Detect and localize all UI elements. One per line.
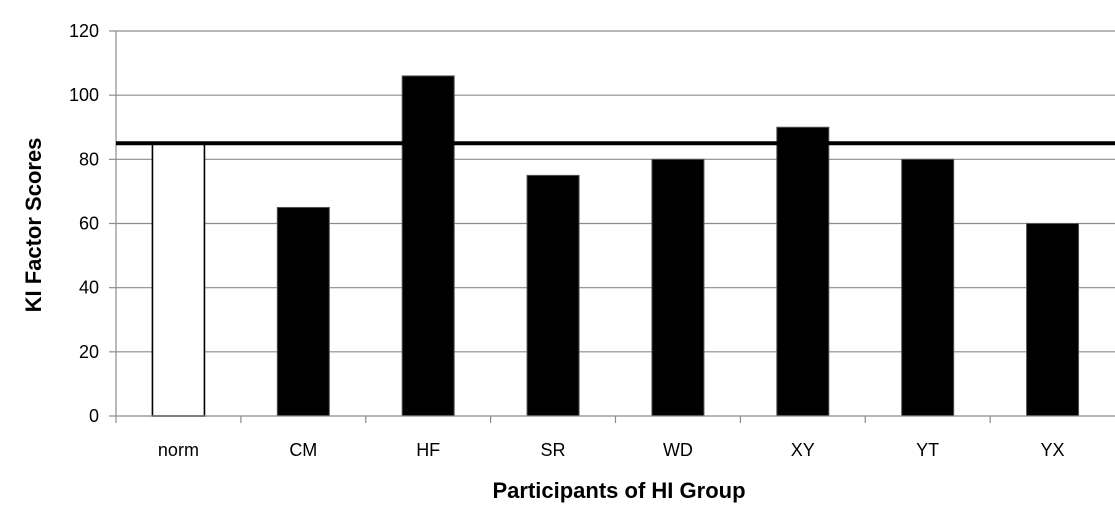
x-tick-label: XY [791, 440, 815, 460]
x-tick-label: YT [916, 440, 939, 460]
x-axis-title: Participants of HI Group [492, 478, 745, 503]
grid-lines [116, 30, 1115, 353]
bar-norm [151, 142, 206, 417]
y-tick-label: 40 [79, 278, 99, 298]
y-tick-label: 120 [69, 21, 99, 41]
bar-XY [776, 126, 830, 417]
x-tick-label: HF [416, 440, 440, 460]
x-tick-label: WD [663, 440, 693, 460]
axes [109, 30, 1115, 423]
x-tick-label: CM [289, 440, 317, 460]
x-tick-label: YX [1041, 440, 1065, 460]
bar-YT [901, 158, 955, 417]
x-tick-label: norm [158, 440, 199, 460]
bar-WD [651, 158, 705, 417]
y-tick-label: 100 [69, 85, 99, 105]
bars [151, 75, 1080, 417]
y-tick-label: 20 [79, 342, 99, 362]
x-tick-label: SR [541, 440, 566, 460]
bar-YX [1026, 223, 1080, 417]
tick-labels: 0 20 40 60 80 100 120 norm CM HF SR WD XY YT YX [69, 21, 1065, 460]
bar-HF [401, 75, 455, 417]
y-tick-label: 80 [79, 149, 99, 169]
bar-SR [526, 174, 580, 417]
y-tick-label: 60 [79, 214, 99, 234]
y-axis-title: KI Factor Scores [21, 138, 46, 313]
y-tick-label: 0 [89, 406, 99, 426]
bar-CM [276, 206, 330, 417]
